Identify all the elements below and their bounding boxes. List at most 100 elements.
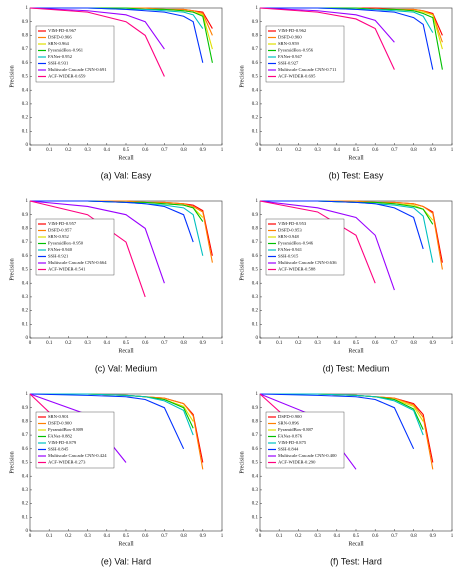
legend-label: SRN-0.896 <box>278 421 300 426</box>
y-tick-label: 0.3 <box>22 295 29 300</box>
caption: (b) Test: Easy <box>329 170 384 180</box>
y-tick-label: 0.9 <box>22 20 29 25</box>
x-tick-label: 1 <box>221 534 224 539</box>
pr-curve <box>29 7 165 77</box>
y-tick-label: 0.9 <box>252 20 259 25</box>
x-tick-label: 0.7 <box>391 534 398 539</box>
pr-curve <box>30 393 194 436</box>
legend-label: SRN-0.952 <box>48 234 70 239</box>
y-tick-label: 0.8 <box>22 34 29 39</box>
caption: (d) Test: Medium <box>323 363 390 373</box>
x-tick-label: 0.8 <box>410 534 417 539</box>
y-tick-label: 0.8 <box>252 227 259 232</box>
y-tick-label: 0.2 <box>22 502 29 507</box>
x-tick-label: 0.9 <box>200 148 207 153</box>
y-axis-label: Precision <box>9 65 15 87</box>
legend-box <box>35 25 115 83</box>
x-tick-label: 0.6 <box>372 534 379 539</box>
y-tick-label: 0.1 <box>22 515 29 520</box>
legend-label: SSH-0.927 <box>278 61 299 66</box>
x-tick-label: 0.1 <box>276 148 283 153</box>
y-tick-label: 0.2 <box>22 116 29 121</box>
legend-label: VIM-FD-0.962 <box>278 28 307 33</box>
y-tick-label: 0.9 <box>22 213 29 218</box>
y-tick-label: 0.3 <box>252 295 259 300</box>
y-tick-label: 1 <box>256 392 259 397</box>
x-tick-label: 0.1 <box>46 534 53 539</box>
x-axis-label: Recall <box>118 155 134 161</box>
legend-label: Multiscale Cascade CNN-0.400 <box>278 453 337 458</box>
legend-label: DSFD-0.960 <box>278 35 302 40</box>
y-tick-label: 0 <box>26 529 29 534</box>
x-tick-label: 0.3 <box>314 341 321 346</box>
y-tick-label: 0 <box>26 336 29 341</box>
y-tick-label: 0.9 <box>22 406 29 411</box>
x-tick-label: 0.8 <box>180 341 187 346</box>
legend-label: FANet-0.947 <box>278 54 303 59</box>
x-tick-label: 0.8 <box>180 148 187 153</box>
x-tick-label: 0.2 <box>295 148 302 153</box>
caption: (c) Val: Medium <box>95 363 157 373</box>
x-tick-label: 0.9 <box>430 341 437 346</box>
y-tick-label: 0.8 <box>252 34 259 39</box>
legend-label: PyramidBox-0.961 <box>48 48 84 53</box>
legend-label: PyramidBox-0.946 <box>278 241 314 246</box>
legend-label: SSH-0.921 <box>48 254 69 259</box>
legend-label: SSH-0.844 <box>278 447 299 452</box>
y-tick-label: 0.5 <box>22 75 29 80</box>
pr-curve <box>259 7 395 70</box>
x-tick-label: 0.1 <box>46 341 53 346</box>
x-tick-label: 0.7 <box>391 341 398 346</box>
y-tick-label: 0.3 <box>252 488 259 493</box>
x-tick-label: 1 <box>451 148 454 153</box>
y-tick-label: 0.1 <box>252 515 259 520</box>
x-tick-label: 0 <box>29 341 32 346</box>
y-tick-label: 0.3 <box>252 102 259 107</box>
y-tick-label: 0.6 <box>22 254 29 259</box>
legend-label: VIM-FD-0.879 <box>48 440 77 445</box>
x-tick-label: 0.5 <box>123 341 130 346</box>
legend-label: FANet-0.952 <box>48 54 73 59</box>
legend-box <box>265 25 345 83</box>
x-tick-label: 0 <box>259 534 262 539</box>
y-tick-label: 0.5 <box>22 461 29 466</box>
x-axis-label: Recall <box>348 155 364 161</box>
y-tick-label: 1 <box>256 6 259 11</box>
x-tick-label: 0.3 <box>84 341 91 346</box>
pr-curve <box>30 200 194 243</box>
legend-label: VIM-FD-0.967 <box>48 28 77 33</box>
legend-label: SSH-0.915 <box>278 254 299 259</box>
pr-curve <box>30 7 204 63</box>
y-tick-label: 0.4 <box>252 88 259 93</box>
y-tick-label: 0.8 <box>22 227 29 232</box>
y-tick-label: 1 <box>26 199 29 204</box>
y-tick-label: 0.7 <box>22 240 29 245</box>
y-tick-label: 0.1 <box>22 129 29 134</box>
y-axis-label: Precision <box>9 258 15 280</box>
x-tick-label: 0.9 <box>200 341 207 346</box>
x-tick-label: 0.4 <box>104 534 111 539</box>
caption: (a) Val: Easy <box>101 170 152 180</box>
x-tick-label: 0.6 <box>372 148 379 153</box>
y-tick-label: 0.9 <box>252 406 259 411</box>
pr-curve <box>29 7 165 50</box>
y-tick-label: 0.7 <box>252 240 259 245</box>
x-tick-label: 1 <box>221 148 224 153</box>
y-tick-label: 0.6 <box>252 447 259 452</box>
legend-label: PyramidBox-0.956 <box>278 48 314 53</box>
x-tick-label: 0.1 <box>276 341 283 346</box>
legend-label: PyramidBox-0.887 <box>278 427 314 432</box>
y-tick-label: 1 <box>256 199 259 204</box>
y-tick-label: 0.1 <box>252 322 259 327</box>
x-tick-label: 0.4 <box>104 148 111 153</box>
legend-label: DSFD-0.900 <box>278 414 302 419</box>
x-tick-label: 0.4 <box>334 148 341 153</box>
caption: (e) Val: Hard <box>101 556 151 566</box>
legend-label: ACF-WIDER-0.695 <box>278 74 316 79</box>
y-tick-label: 0.1 <box>22 322 29 327</box>
pr-curve <box>259 200 395 291</box>
legend-label: Multiscale Cascade CNN-0.691 <box>48 67 107 72</box>
y-tick-label: 1 <box>26 392 29 397</box>
x-tick-label: 0.3 <box>314 534 321 539</box>
